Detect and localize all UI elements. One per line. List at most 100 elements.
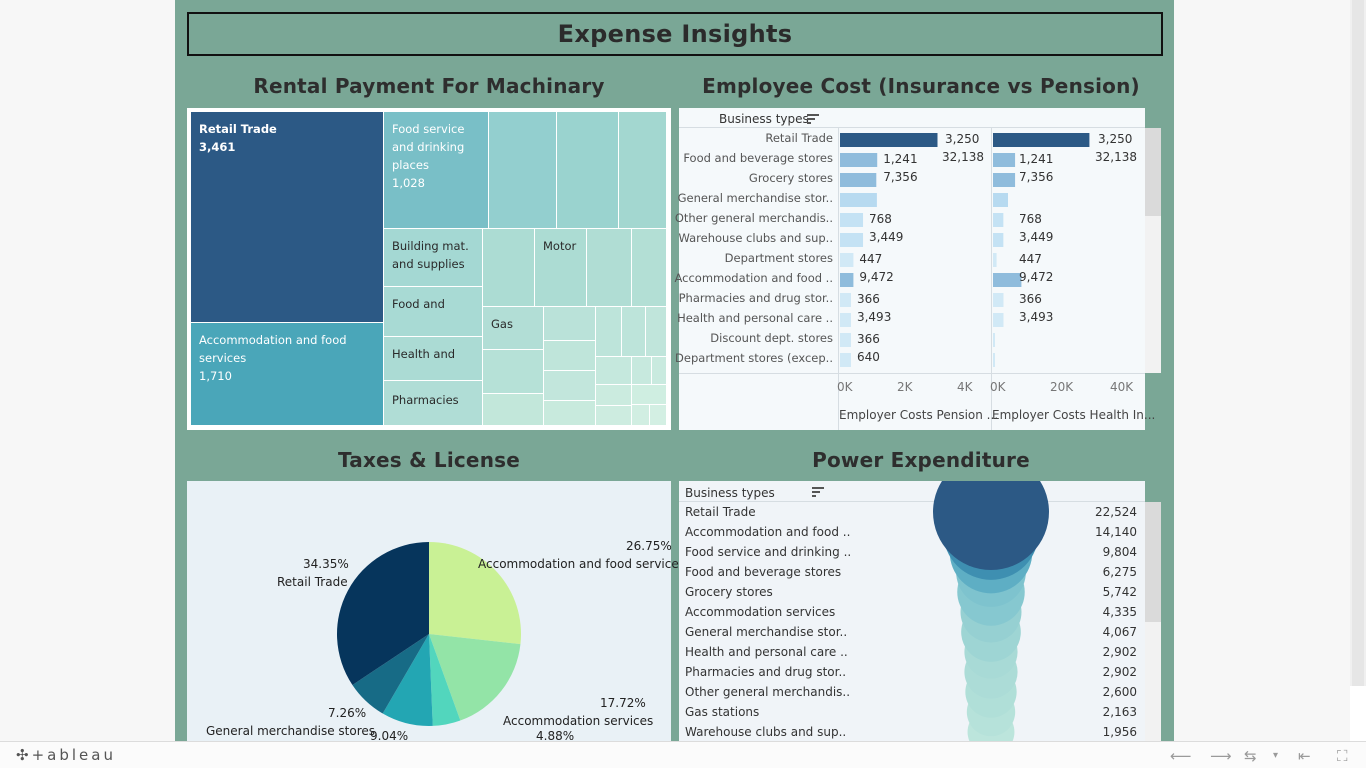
power-row-label[interactable]: Pharmacies and drug stor.. bbox=[685, 665, 847, 679]
employee-scrollbar[interactable] bbox=[1145, 128, 1161, 373]
treemap-cell[interactable] bbox=[632, 405, 650, 426]
treemap-cell-motor[interactable]: Motor bbox=[535, 229, 587, 307]
pie-slice[interactable] bbox=[337, 542, 429, 685]
employee-row-label[interactable]: Food and beverage stores bbox=[683, 151, 833, 165]
treemap-cell[interactable] bbox=[544, 371, 596, 401]
undo-icon[interactable]: ⟵ bbox=[1170, 747, 1192, 765]
employee-row-label[interactable]: Pharmacies and drug stor.. bbox=[678, 291, 833, 305]
treemap-panel[interactable]: Retail Trade 3,461 Food service and drin… bbox=[187, 108, 671, 430]
power-row-label[interactable]: Other general merchandis.. bbox=[685, 685, 851, 699]
sort-icon[interactable] bbox=[812, 487, 824, 497]
pension-bar[interactable] bbox=[840, 233, 864, 247]
employee-row-label[interactable]: Department stores (excep.. bbox=[675, 351, 833, 365]
pension-bar[interactable] bbox=[840, 353, 851, 367]
business-types-header[interactable]: Business types bbox=[719, 112, 809, 126]
health-bar[interactable] bbox=[993, 173, 1016, 187]
health-bar[interactable] bbox=[993, 133, 1090, 147]
power-row-label[interactable]: Warehouse clubs and sup.. bbox=[685, 725, 847, 739]
chevron-down-icon[interactable]: ▾ bbox=[1273, 750, 1279, 761]
power-scroll-thumb[interactable] bbox=[1145, 502, 1161, 622]
employee-row-label[interactable]: General merchandise stor.. bbox=[677, 191, 833, 205]
taxes-license-panel[interactable]: 34.35% Retail Trade 26.75% Accommodation… bbox=[187, 481, 685, 741]
treemap-cell[interactable] bbox=[557, 112, 619, 229]
redo-icon[interactable]: ⟶ bbox=[1210, 747, 1232, 765]
treemap-cell-accommodation-food[interactable]: Accommodation and food services 1,710 bbox=[191, 323, 384, 426]
treemap-cell[interactable] bbox=[652, 357, 667, 385]
treemap-cell-pharmacies[interactable]: Pharmacies bbox=[384, 381, 483, 426]
employee-row-label[interactable]: Warehouse clubs and sup.. bbox=[678, 231, 833, 245]
pie-slice[interactable] bbox=[429, 634, 521, 721]
page-scrollbar[interactable] bbox=[1350, 0, 1366, 686]
power-expenditure-panel[interactable]: Business types Retail Trade 22,524 Accommo… bbox=[679, 481, 1161, 741]
pension-bar[interactable] bbox=[840, 253, 854, 267]
page-scroll-thumb[interactable] bbox=[1352, 0, 1364, 686]
health-bar[interactable] bbox=[993, 273, 1022, 287]
pension-bar[interactable] bbox=[840, 213, 864, 227]
treemap-cell[interactable] bbox=[489, 112, 557, 229]
power-row-label[interactable]: Food service and drinking .. bbox=[685, 545, 852, 559]
treemap-cell[interactable] bbox=[596, 307, 622, 357]
pie-slice[interactable] bbox=[429, 542, 521, 645]
pension-bar[interactable] bbox=[840, 333, 851, 347]
tableau-logo[interactable]: ✣+ableau bbox=[16, 746, 116, 764]
treemap-cell[interactable] bbox=[596, 385, 632, 406]
pie-slice[interactable] bbox=[382, 634, 433, 726]
treemap-cell-building-mat[interactable]: Building mat. and supplies bbox=[384, 229, 483, 287]
employee-row-label[interactable]: Health and personal care .. bbox=[677, 311, 833, 325]
treemap-cell-food-and[interactable]: Food and bbox=[384, 287, 483, 337]
power-row-label[interactable]: Accommodation and food .. bbox=[685, 525, 851, 539]
treemap-cell[interactable] bbox=[544, 307, 596, 341]
health-bar[interactable] bbox=[993, 193, 1008, 207]
treemap-cell[interactable] bbox=[544, 341, 596, 371]
treemap-cell-retail-trade[interactable]: Retail Trade 3,461 bbox=[191, 112, 384, 323]
treemap-cell[interactable] bbox=[632, 357, 652, 385]
taxes-pie-chart[interactable] bbox=[187, 481, 671, 741]
employee-row-label[interactable]: Discount dept. stores bbox=[710, 331, 833, 345]
revert-icon[interactable]: ⇆ bbox=[1244, 747, 1257, 765]
employee-cost-panel[interactable]: Business types Retail Trade Food and beve… bbox=[675, 108, 1161, 430]
fullscreen-icon[interactable]: ⛶ bbox=[1337, 747, 1348, 765]
power-row-label[interactable]: Food and beverage stores bbox=[685, 565, 842, 579]
pension-bar[interactable] bbox=[840, 313, 851, 327]
treemap-cell[interactable] bbox=[483, 229, 535, 307]
treemap-cell[interactable] bbox=[619, 112, 667, 229]
treemap-cell[interactable] bbox=[596, 357, 632, 385]
power-row-label[interactable]: Gas stations bbox=[685, 705, 760, 719]
treemap-cell[interactable] bbox=[483, 350, 544, 394]
treemap-cell-health-and[interactable]: Health and bbox=[384, 337, 483, 381]
health-bar[interactable] bbox=[993, 353, 995, 367]
power-row-label[interactable]: Retail Trade bbox=[685, 505, 756, 519]
pension-bar[interactable] bbox=[840, 193, 877, 207]
employee-row-label[interactable]: Grocery stores bbox=[748, 171, 833, 185]
treemap-cell[interactable] bbox=[544, 401, 596, 426]
employee-row-label[interactable]: Accommodation and food .. bbox=[674, 271, 834, 285]
employee-row-label[interactable]: Other general merchandis.. bbox=[674, 211, 833, 225]
pie-slice[interactable] bbox=[429, 634, 461, 726]
treemap-cell[interactable] bbox=[622, 307, 646, 357]
pension-bar[interactable] bbox=[840, 173, 877, 187]
health-bar[interactable] bbox=[993, 233, 1004, 247]
treemap-cell[interactable] bbox=[632, 229, 667, 307]
power-bubble[interactable] bbox=[933, 481, 1049, 570]
treemap-cell-gas[interactable]: Gas bbox=[483, 307, 544, 350]
health-bar[interactable] bbox=[993, 293, 1004, 307]
power-row-label[interactable]: General merchandise stor.. bbox=[685, 625, 848, 639]
reset-icon[interactable]: ⇤ bbox=[1298, 747, 1311, 765]
sort-icon[interactable] bbox=[807, 114, 819, 124]
treemap-cell[interactable] bbox=[587, 229, 632, 307]
treemap-cell[interactable] bbox=[650, 405, 667, 426]
pension-bar[interactable] bbox=[840, 153, 878, 167]
pension-bar[interactable] bbox=[840, 293, 851, 307]
health-bar[interactable] bbox=[993, 253, 997, 267]
power-row-label[interactable]: Accommodation services bbox=[685, 605, 836, 619]
power-row-label[interactable]: Grocery stores bbox=[685, 585, 773, 599]
treemap-cell[interactable] bbox=[483, 394, 544, 426]
pension-bar[interactable] bbox=[840, 273, 854, 287]
power-row-label[interactable]: Health and personal care .. bbox=[685, 645, 848, 659]
treemap-cell-food-service[interactable]: Food service and drinking places 1,028 bbox=[384, 112, 489, 229]
power-scrollbar[interactable] bbox=[1145, 502, 1161, 741]
treemap-cell[interactable] bbox=[596, 406, 632, 426]
pension-bar[interactable] bbox=[840, 133, 938, 147]
health-bar[interactable] bbox=[993, 213, 1004, 227]
employee-row-label[interactable]: Department stores bbox=[724, 251, 833, 265]
